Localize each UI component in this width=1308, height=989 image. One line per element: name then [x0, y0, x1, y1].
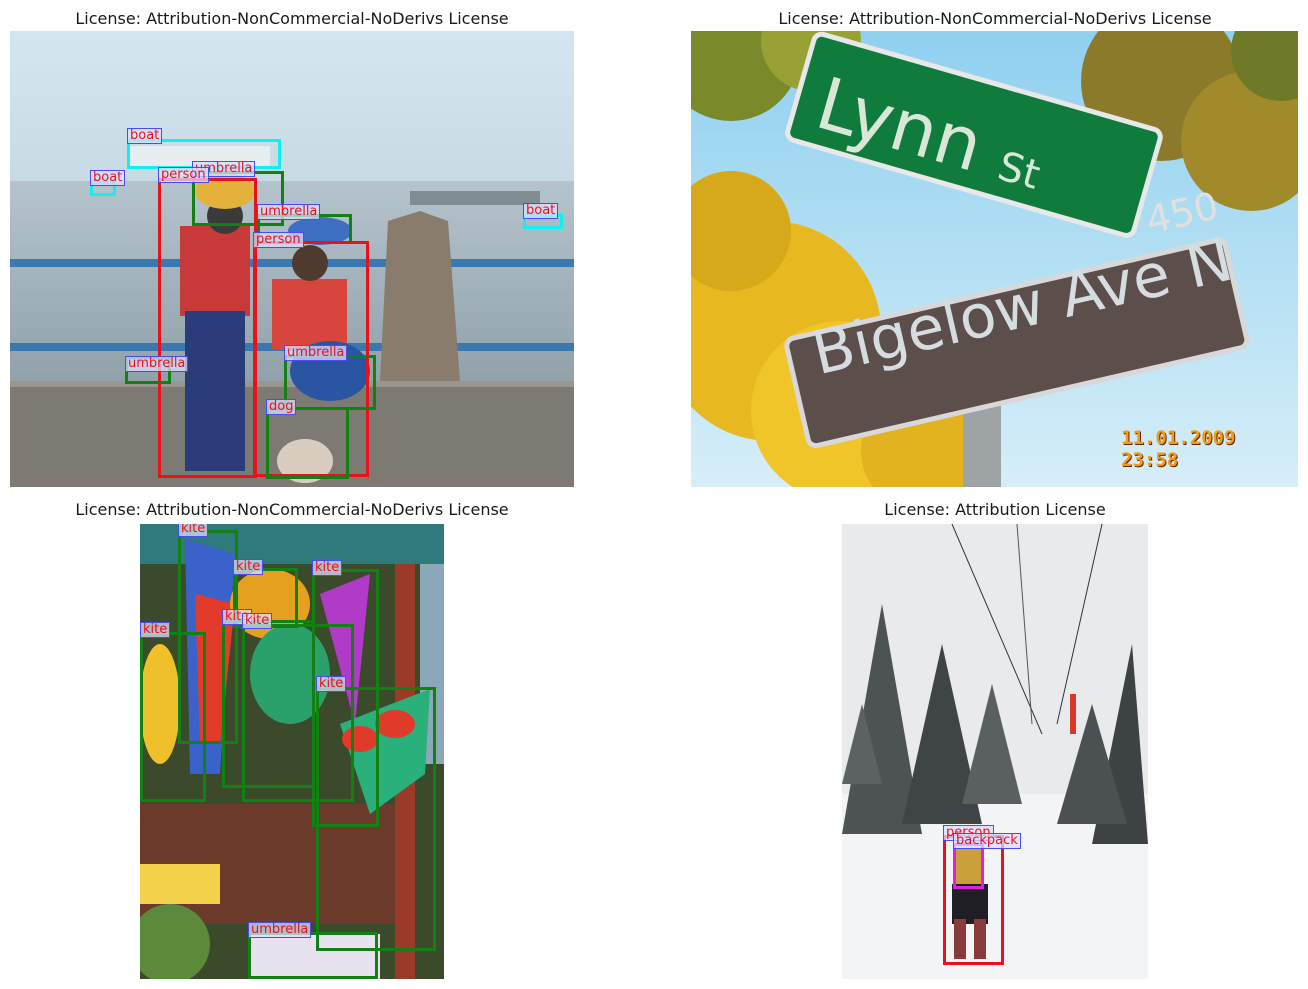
label-kite: kite: [233, 559, 264, 575]
box-person: [158, 178, 257, 478]
box-person: [253, 241, 369, 477]
box-backpack: [953, 843, 984, 889]
snow-trail-scene: [842, 524, 1148, 979]
label-boat: boat: [523, 203, 559, 219]
panel-2-photo: Lynn St 450 Bigelow Ave N 11.01.2009 23:…: [691, 31, 1298, 487]
label-kite: kite: [140, 622, 171, 638]
label-umbrella: umbrella: [125, 356, 189, 372]
panel-3-title: License: Attribution-NonCommercial-NoDer…: [75, 500, 509, 519]
box-umbrella: [284, 355, 376, 410]
box-umbrella: [248, 932, 378, 979]
panel-4-photo: person backpack: [842, 524, 1148, 979]
panel-1-title: License: Attribution-NonCommercial-NoDer…: [75, 9, 509, 28]
box-kite: [242, 624, 354, 802]
panel-3-photo: kite kite kite kite kite kite kite umbre…: [140, 524, 444, 979]
label-kite: kite: [178, 524, 209, 537]
box-kite: [140, 632, 206, 802]
label-person: person: [158, 167, 209, 183]
label-dog: dog: [266, 399, 297, 415]
street-sign-scene: [691, 31, 1298, 487]
label-kite: kite: [312, 560, 343, 576]
box-kite: [316, 687, 436, 951]
panel-2-title: License: Attribution-NonCommercial-NoDer…: [778, 9, 1212, 28]
panel-1-photo: boat boat boat umbrella person umbrella …: [10, 31, 574, 487]
label-kite: kite: [316, 676, 347, 692]
panel-4-title: License: Attribution License: [884, 500, 1106, 519]
photo-timestamp: 11.01.2009 23:58: [1121, 427, 1236, 471]
label-umbrella: umbrella: [284, 345, 348, 361]
label-boat: boat: [127, 128, 163, 144]
label-umbrella: umbrella: [257, 204, 321, 220]
label-boat: boat: [90, 170, 126, 186]
label-backpack: backpack: [953, 833, 1021, 849]
label-umbrella: umbrella: [248, 922, 312, 938]
label-kite: kite: [242, 613, 273, 629]
label-person: person: [253, 232, 304, 248]
box-dog: [266, 407, 349, 479]
harbor-scene: [10, 31, 574, 487]
